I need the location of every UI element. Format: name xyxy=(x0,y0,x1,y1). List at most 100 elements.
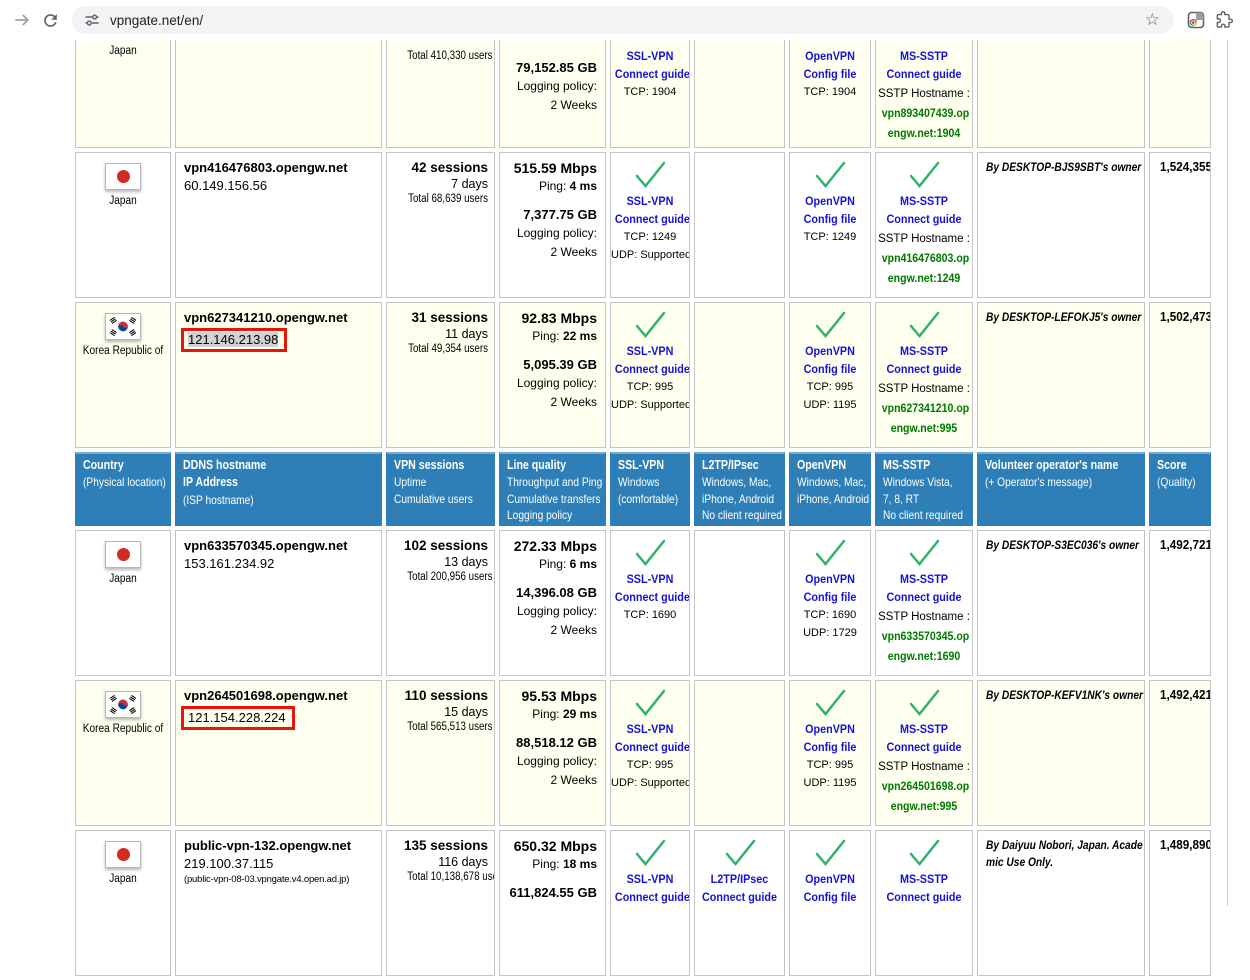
ms-sstp-link[interactable]: MS-SSTP xyxy=(899,572,949,586)
url-text[interactable]: vpngate.net/en/ xyxy=(110,12,204,28)
connect-guide-link[interactable]: Connect guide xyxy=(614,890,690,904)
score-cell: 1,489,890 xyxy=(1149,830,1211,976)
ddns-hostname: vpn633570345.opengw.net xyxy=(184,538,348,553)
country-name: Korea Republic of xyxy=(82,723,164,735)
ping: Ping: 6 ms xyxy=(538,557,597,571)
connect-guide-link[interactable]: Connect guide xyxy=(886,890,962,904)
connect-guide-link[interactable]: Connect guide xyxy=(614,362,690,376)
connect-guide-link[interactable]: Connect guide xyxy=(614,212,690,226)
port-info: TCP: 995 xyxy=(806,759,854,771)
openvpn-link[interactable]: OpenVPN xyxy=(805,194,855,208)
header-ms-sstp: MS-SSTP Windows Vista, 7, 8, RT No client r… xyxy=(875,452,973,526)
ddns-cell: vpn416476803.opengw.net 60.149.156.56 xyxy=(175,152,382,298)
logging-policy: 2 Weeks xyxy=(550,773,597,788)
header-text: Cumulative transfers xyxy=(507,491,601,506)
config-file-link[interactable]: Config file xyxy=(803,67,857,81)
address-bar[interactable]: vpngate.net/en/ ☆ xyxy=(72,6,1174,34)
vpn-server-row: Korea Republic of vpn264501698.opengw.net… xyxy=(75,680,1211,826)
header-text: Volunteer operator's name xyxy=(985,458,1119,472)
l2tp-ipsec-link[interactable]: L2TP/IPsec xyxy=(710,872,769,886)
config-file-link[interactable]: Config file xyxy=(803,890,857,904)
sstp-hostname-value: vpn627341210.op xyxy=(881,401,970,415)
media-gallery-button[interactable] xyxy=(1182,6,1210,34)
config-file-link[interactable]: Config file xyxy=(803,590,857,604)
uptime: 116 days xyxy=(438,855,488,869)
check-icon xyxy=(635,839,666,866)
header-text: Throughput and Ping xyxy=(507,475,603,490)
cumulative-transfer: 5,095.39 GB xyxy=(523,357,597,372)
logging-policy: Logging policy: xyxy=(516,604,597,618)
connect-guide-link[interactable]: Connect guide xyxy=(614,590,690,604)
ms-sstp-cell: MS-SSTP Connect guide SSTP Hostname : vpn63… xyxy=(875,530,973,676)
openvpn-link[interactable]: OpenVPN xyxy=(805,344,855,358)
header-l2tp-ipsec: L2TP/IPsec Windows, Mac, iPhone, Android No… xyxy=(694,452,785,526)
header-quality: Line quality Throughput and Ping Cumulativ… xyxy=(499,452,606,526)
connect-guide-link[interactable]: Connect guide xyxy=(886,740,962,754)
connect-guide-link[interactable]: Connect guide xyxy=(886,590,962,604)
flag-japan-icon xyxy=(116,848,130,861)
port-info: TCP: 1249 xyxy=(803,231,857,243)
score-value: 1,492,421 xyxy=(1160,687,1211,702)
check-icon xyxy=(815,311,846,338)
ms-sstp-link[interactable]: MS-SSTP xyxy=(899,344,949,358)
session-count: 102 sessions xyxy=(403,538,488,553)
connect-guide-link[interactable]: Connect guide xyxy=(701,890,778,904)
extensions-button[interactable] xyxy=(1210,6,1238,34)
cumulative-transfer: 14,396.08 GB xyxy=(516,585,597,600)
connect-guide-link[interactable]: Connect guide xyxy=(886,67,962,81)
operator-cell: By DESKTOP-BJS9SBT's owner xyxy=(977,152,1145,298)
openvpn-link[interactable]: OpenVPN xyxy=(805,49,855,63)
port-info: TCP: 1690 xyxy=(803,609,857,621)
header-text: Cumulative users xyxy=(394,491,473,506)
connect-guide-link[interactable]: Connect guide xyxy=(886,362,962,376)
forward-button[interactable] xyxy=(8,6,36,34)
ms-sstp-cell: MS-SSTP Connect guide xyxy=(875,830,973,976)
config-file-link[interactable]: Config file xyxy=(803,740,857,754)
openvpn-link[interactable]: OpenVPN xyxy=(805,722,855,736)
l2tp-ipsec-cell: L2TP/IPsec Connect guide xyxy=(694,830,785,976)
country-name: Korea Republic of xyxy=(82,345,164,357)
openvpn-link[interactable]: OpenVPN xyxy=(805,572,855,586)
ms-sstp-link[interactable]: MS-SSTP xyxy=(899,722,949,736)
ip-address: 121.154.228.224 xyxy=(188,710,286,725)
site-settings-icon[interactable] xyxy=(84,12,100,28)
ssl-vpn-link[interactable]: SSL-VPN xyxy=(626,344,674,358)
session-count: 110 sessions xyxy=(404,688,488,703)
ms-sstp-link[interactable]: MS-SSTP xyxy=(899,194,949,208)
sessions-cell: 102 sessions 13 days Total 200,956 users xyxy=(386,530,495,676)
openvpn-link[interactable]: OpenVPN xyxy=(805,872,855,886)
header-text: OpenVPN xyxy=(797,458,847,472)
line-quality-cell: 95.53 Mbps Ping: 29 ms 88,518.12 GB Logging… xyxy=(499,680,606,826)
openvpn-cell: OpenVPN Config file TCP: 995 UDP: 1195 xyxy=(789,680,871,826)
config-file-link[interactable]: Config file xyxy=(803,212,857,226)
check-icon xyxy=(635,311,666,338)
ssl-vpn-cell: SSL-VPN Connect guide xyxy=(610,830,690,976)
cumulative-transfer: 88,518.12 GB xyxy=(516,735,597,750)
check-icon xyxy=(725,839,755,866)
connect-guide-link[interactable]: Connect guide xyxy=(886,212,962,226)
connect-guide-link[interactable]: Connect guide xyxy=(614,740,690,754)
sessions-cell: 31 sessions 11 days Total 49,354 users xyxy=(386,302,495,448)
ssl-vpn-link[interactable]: SSL-VPN xyxy=(626,872,674,886)
ms-sstp-link[interactable]: MS-SSTP xyxy=(899,49,949,63)
port-info: UDP: Supported xyxy=(611,776,690,789)
ddns-hostname: vpn416476803.opengw.net xyxy=(184,160,348,175)
session-count: 31 sessions xyxy=(411,310,488,325)
operator-name: By DESKTOP-BJS9SBT's owner xyxy=(986,160,1142,174)
connect-guide-link[interactable]: Connect guide xyxy=(614,67,690,81)
ssl-vpn-link[interactable]: SSL-VPN xyxy=(626,722,674,736)
page-scrollbar-edge[interactable] xyxy=(1227,40,1228,906)
reload-button[interactable] xyxy=(36,6,64,34)
cumulative-users: Total 49,354 users xyxy=(408,343,488,355)
ssl-vpn-link[interactable]: SSL-VPN xyxy=(626,194,674,208)
config-file-link[interactable]: Config file xyxy=(803,362,857,376)
sstp-hostname-label: SSTP Hostname : xyxy=(878,233,970,245)
ms-sstp-cell: MS-SSTP Connect guide SSTP Hostname : vpn62… xyxy=(875,302,973,448)
sessions-cell: 135 sessions 116 days Total 10,138,678 use… xyxy=(386,830,495,976)
ssl-vpn-link[interactable]: SSL-VPN xyxy=(626,572,674,586)
ssl-vpn-link[interactable]: SSL-VPN xyxy=(626,49,674,63)
header-text: (Quality) xyxy=(1157,475,1196,490)
bookmark-star-icon[interactable]: ☆ xyxy=(1144,10,1160,29)
ms-sstp-link[interactable]: MS-SSTP xyxy=(899,872,949,886)
check-icon xyxy=(815,539,846,566)
